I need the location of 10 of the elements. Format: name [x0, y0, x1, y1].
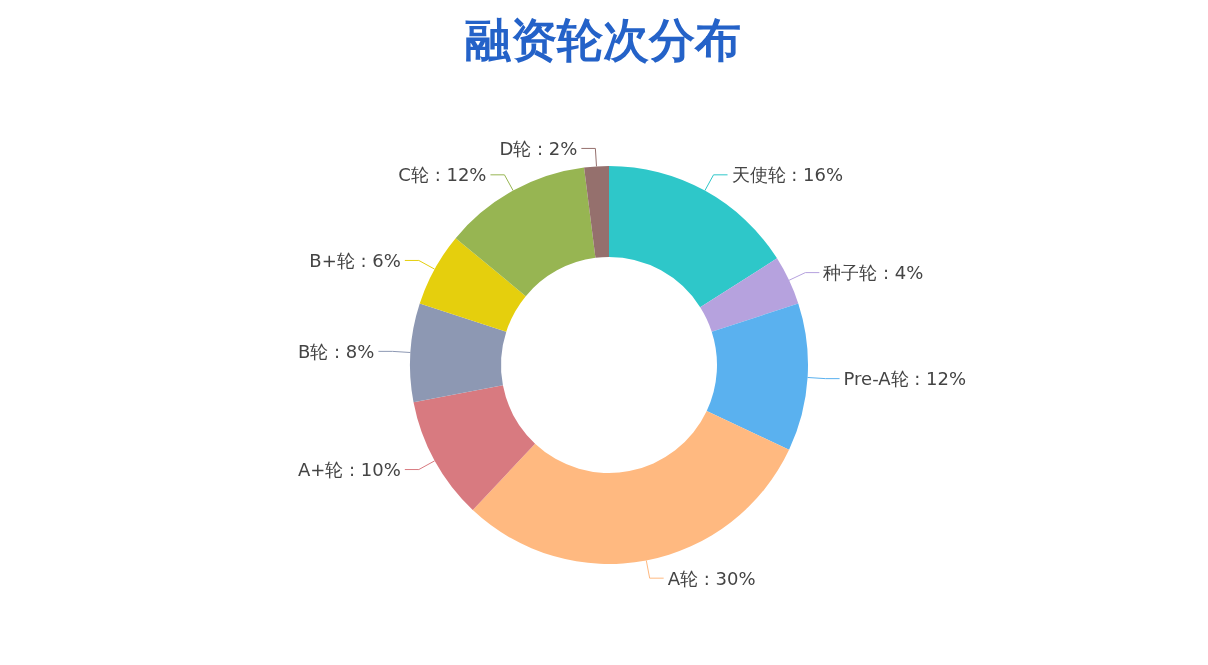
slice-label: C轮 : 12%: [398, 164, 487, 186]
slice-label: D轮 : 2%: [499, 137, 578, 159]
chart-title: 融资轮次分布: [464, 12, 742, 69]
slice-label: Pre-A轮 : 12%: [843, 368, 967, 390]
slice-label: 天使轮 : 16%: [731, 164, 844, 186]
slice-label: B轮 : 8%: [298, 340, 375, 362]
slice-label: 种子轮 : 4%: [823, 262, 924, 284]
slice-label: A+轮 : 10%: [297, 459, 401, 481]
slice-label: A轮 : 30%: [667, 567, 756, 589]
slice-label: B+轮 : 6%: [309, 249, 401, 271]
